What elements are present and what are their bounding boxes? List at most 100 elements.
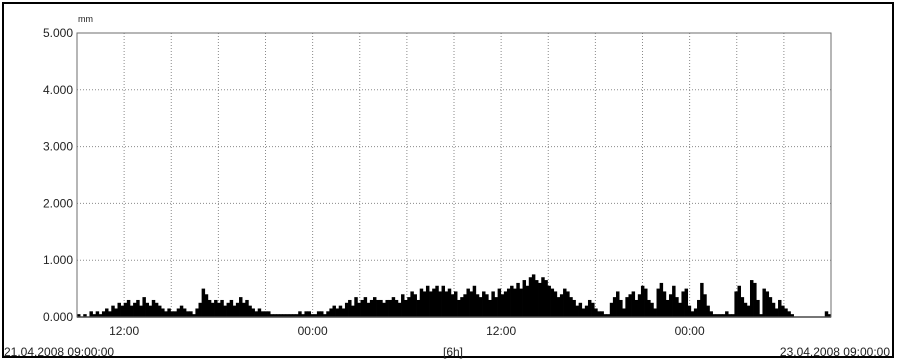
chart-bar bbox=[170, 311, 174, 317]
chart-bar bbox=[129, 305, 134, 317]
chart-bar bbox=[385, 299, 389, 317]
chart-bar bbox=[659, 282, 664, 317]
chart-bar bbox=[578, 302, 583, 317]
chart-bar bbox=[721, 314, 726, 317]
chart-bar bbox=[210, 302, 215, 317]
chart-bar bbox=[718, 314, 723, 317]
chart-bar bbox=[372, 297, 377, 317]
chart-bar bbox=[584, 305, 589, 317]
chart-bar bbox=[235, 302, 240, 317]
chart-bar bbox=[697, 299, 701, 317]
chart-bar bbox=[569, 297, 573, 317]
chart-bar bbox=[432, 288, 436, 317]
chart-bar bbox=[164, 311, 168, 317]
chart-bar bbox=[182, 308, 187, 317]
chart-bar bbox=[307, 311, 312, 317]
chart-bar bbox=[653, 308, 657, 317]
x-tick-label: 12:00 bbox=[486, 324, 516, 338]
chart-bar bbox=[404, 299, 408, 317]
chart-bar bbox=[743, 302, 748, 317]
chart-bar bbox=[270, 314, 274, 317]
chart-bar bbox=[469, 291, 474, 317]
chart-bar bbox=[282, 314, 287, 317]
chart-bar bbox=[625, 297, 629, 317]
chart-bar bbox=[566, 291, 570, 317]
chart-bar bbox=[198, 302, 202, 317]
chart-grid bbox=[77, 32, 831, 318]
chart-bar bbox=[478, 297, 483, 317]
chart-bar bbox=[276, 314, 280, 317]
chart-bar bbox=[435, 285, 439, 317]
chart-bar bbox=[401, 294, 405, 317]
chart-bar bbox=[827, 314, 832, 317]
chart-bar bbox=[204, 294, 209, 317]
chart-bar bbox=[416, 299, 421, 317]
chart-bar bbox=[790, 314, 794, 317]
chart-bar bbox=[628, 294, 632, 317]
chart-bar bbox=[310, 314, 315, 317]
chart-bar bbox=[693, 308, 698, 317]
chart-bar bbox=[379, 299, 383, 317]
chart-bar bbox=[369, 299, 374, 317]
chart-bar bbox=[366, 302, 371, 317]
chart-bar bbox=[304, 311, 308, 317]
chart-bar bbox=[665, 299, 670, 317]
chart-bar bbox=[291, 314, 296, 317]
chart-bar bbox=[668, 294, 673, 317]
chart-bar bbox=[92, 314, 97, 317]
chart-bar bbox=[111, 305, 115, 317]
chart-bar bbox=[647, 299, 651, 317]
chart-bar bbox=[622, 308, 626, 317]
chart-bar bbox=[506, 288, 511, 317]
chart-bar bbox=[363, 297, 368, 317]
chart-bar bbox=[158, 305, 162, 317]
chart-bar bbox=[559, 294, 564, 317]
chart-bar bbox=[587, 299, 592, 317]
chart-bar bbox=[637, 294, 642, 317]
chart-bar bbox=[329, 308, 333, 317]
chart-bar bbox=[681, 291, 685, 317]
y-axis-unit-label: mm bbox=[78, 14, 93, 24]
chart-bar bbox=[491, 291, 495, 317]
chart-bar bbox=[575, 305, 579, 317]
chart-bar bbox=[419, 288, 424, 317]
chart-bar bbox=[528, 277, 533, 317]
chart-bar bbox=[765, 291, 770, 317]
x-axis-end-label: 23.04.2008 09:00:00 bbox=[780, 345, 890, 359]
chart-bar bbox=[301, 314, 305, 317]
x-tick-label: 00:00 bbox=[298, 324, 328, 338]
chart-bar bbox=[422, 291, 427, 317]
chart-bar bbox=[756, 299, 760, 317]
chart-bar bbox=[591, 302, 595, 317]
chart-bar bbox=[425, 285, 430, 317]
chart-bar bbox=[616, 291, 620, 317]
chart-bar bbox=[457, 299, 461, 317]
chart-bar bbox=[267, 311, 271, 317]
chart-bar bbox=[731, 314, 735, 317]
chart-bar bbox=[563, 288, 567, 317]
chart-bar bbox=[497, 288, 502, 317]
chart-bar bbox=[410, 291, 414, 317]
chart-bar bbox=[126, 299, 131, 317]
chart-bar bbox=[357, 302, 361, 317]
chart-bar bbox=[120, 305, 125, 317]
chart-bar bbox=[447, 288, 452, 317]
y-tick-label: 4.000 bbox=[43, 83, 73, 97]
y-tick-label: 1.000 bbox=[43, 253, 73, 267]
chart-bar bbox=[341, 308, 346, 317]
chart-bar bbox=[320, 311, 324, 317]
chart-bar bbox=[273, 314, 277, 317]
chart-bar bbox=[176, 308, 181, 317]
chart-bar bbox=[544, 280, 548, 317]
chart-bars bbox=[77, 274, 832, 318]
chart-bar bbox=[500, 294, 505, 317]
chart-bar bbox=[438, 291, 442, 317]
chart-bar bbox=[712, 314, 717, 317]
y-tick-label: 3.000 bbox=[43, 140, 73, 154]
y-tick-label: 5.000 bbox=[43, 26, 73, 40]
x-axis-start-label: 21.04.2008 09:00:00 bbox=[4, 345, 114, 359]
chart-bar bbox=[519, 288, 523, 317]
chart-bar bbox=[313, 314, 318, 317]
chart-bar bbox=[351, 305, 355, 317]
chart-bar bbox=[778, 299, 782, 317]
